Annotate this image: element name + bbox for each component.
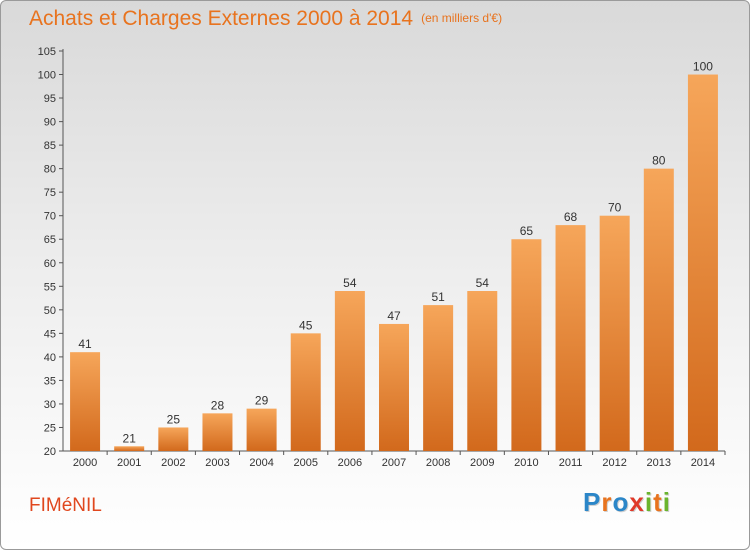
y-tick-label: 75 bbox=[44, 187, 56, 199]
value-label-2004: 29 bbox=[255, 394, 269, 408]
value-label-2008: 51 bbox=[431, 290, 445, 304]
logo-letter: o bbox=[612, 487, 630, 517]
y-tick-label: 65 bbox=[44, 234, 56, 246]
bar-2007 bbox=[379, 323, 409, 451]
y-tick-label: 70 bbox=[44, 211, 56, 223]
chart-unit-note: (en milliers d'€) bbox=[421, 11, 503, 25]
value-label-2014: 100 bbox=[693, 60, 713, 74]
value-label-2012: 70 bbox=[608, 201, 622, 215]
y-tick-label: 85 bbox=[44, 140, 56, 152]
y-tick-label: 55 bbox=[44, 281, 56, 293]
y-tick-label: 105 bbox=[38, 46, 56, 58]
bar-2014 bbox=[687, 74, 718, 451]
logo-letter: x bbox=[629, 487, 645, 517]
chart-title: Achats et Charges Externes 2000 à 2014 (e… bbox=[29, 7, 502, 31]
x-tick-label-2008: 2008 bbox=[426, 457, 450, 469]
logo-letter: i bbox=[662, 487, 671, 517]
y-tick-label: 35 bbox=[44, 375, 56, 387]
x-tick-label-2002: 2002 bbox=[161, 457, 185, 469]
logo-letter: i bbox=[644, 487, 654, 517]
y-tick-label: 40 bbox=[44, 352, 56, 364]
bar-2000 bbox=[70, 352, 101, 451]
value-label-2007: 47 bbox=[387, 309, 401, 323]
value-label-2011: 68 bbox=[564, 210, 578, 224]
bar-2013 bbox=[643, 168, 674, 451]
bar-2009 bbox=[467, 291, 498, 451]
value-label-2010: 65 bbox=[520, 224, 534, 238]
bar-2011 bbox=[555, 225, 586, 451]
chart-title-text: Achats et Charges Externes 2000 à 2014 bbox=[29, 7, 414, 30]
logo-letter: r bbox=[601, 487, 613, 517]
value-label-2009: 54 bbox=[476, 276, 490, 290]
y-tick-label: 100 bbox=[38, 70, 56, 82]
value-label-2006: 54 bbox=[343, 276, 357, 290]
x-tick-label-2007: 2007 bbox=[382, 457, 406, 469]
logo-letter: t bbox=[653, 487, 663, 517]
value-label-2013: 80 bbox=[652, 154, 666, 168]
bar-2003 bbox=[202, 413, 233, 451]
y-tick-labels: 20 25 30 35 40 45 50 55 60 65 70 75 80 85 90 95 100 105 bbox=[38, 46, 56, 458]
x-tick-label-2001: 2001 bbox=[117, 457, 141, 469]
value-label-2005: 45 bbox=[299, 318, 313, 332]
y-tick-label: 25 bbox=[44, 422, 56, 434]
x-tick-labels: 2000 2001 2002 2003 2004 2005 2006 2007 2008 2009… bbox=[73, 457, 715, 469]
x-tick-label-2004: 2004 bbox=[249, 457, 273, 469]
y-tick-label: 45 bbox=[44, 328, 56, 340]
y-tick-label: 80 bbox=[44, 164, 56, 176]
bar-2005 bbox=[290, 333, 321, 451]
bar-2012 bbox=[599, 215, 630, 451]
value-label-2000: 41 bbox=[78, 337, 92, 351]
y-tick-label: 30 bbox=[44, 399, 56, 411]
x-tick-label-2010: 2010 bbox=[514, 457, 538, 469]
x-tick-label-2005: 2005 bbox=[293, 457, 317, 469]
value-labels: 41 21 25 28 29 45 54 47 51 54 65 68 70 80 100 bbox=[78, 60, 713, 446]
value-label-2003: 28 bbox=[211, 398, 225, 412]
value-label-2001: 21 bbox=[123, 431, 137, 445]
logo-letter: P bbox=[583, 487, 602, 517]
x-tick-label-2014: 2014 bbox=[691, 457, 715, 469]
x-tick-label-2006: 2006 bbox=[338, 457, 362, 469]
bar-2002 bbox=[158, 427, 189, 451]
x-tick-label-2012: 2012 bbox=[602, 457, 626, 469]
x-tick-label-2011: 2011 bbox=[559, 457, 583, 469]
y-tick-label: 20 bbox=[44, 446, 56, 458]
commune-name: FIMéNIL bbox=[29, 495, 102, 516]
y-tick-label: 60 bbox=[44, 258, 56, 270]
x-tick-label-2003: 2003 bbox=[205, 457, 229, 469]
value-label-2002: 25 bbox=[167, 412, 181, 426]
proxiti-logo: Proxiti bbox=[583, 487, 671, 518]
x-tick-label-2000: 2000 bbox=[73, 457, 97, 469]
bar-2010 bbox=[511, 239, 542, 451]
bar-2008 bbox=[423, 305, 454, 451]
y-tick-label: 95 bbox=[44, 93, 56, 105]
chart-bars bbox=[70, 74, 718, 451]
bar-2006 bbox=[334, 291, 365, 451]
y-tick-label: 50 bbox=[44, 305, 56, 317]
bar-2004 bbox=[246, 408, 277, 451]
x-tick-label-2013: 2013 bbox=[647, 457, 671, 469]
bar-2001 bbox=[114, 446, 145, 451]
y-tick-label: 90 bbox=[44, 117, 56, 129]
x-tick-label-2009: 2009 bbox=[470, 457, 494, 469]
